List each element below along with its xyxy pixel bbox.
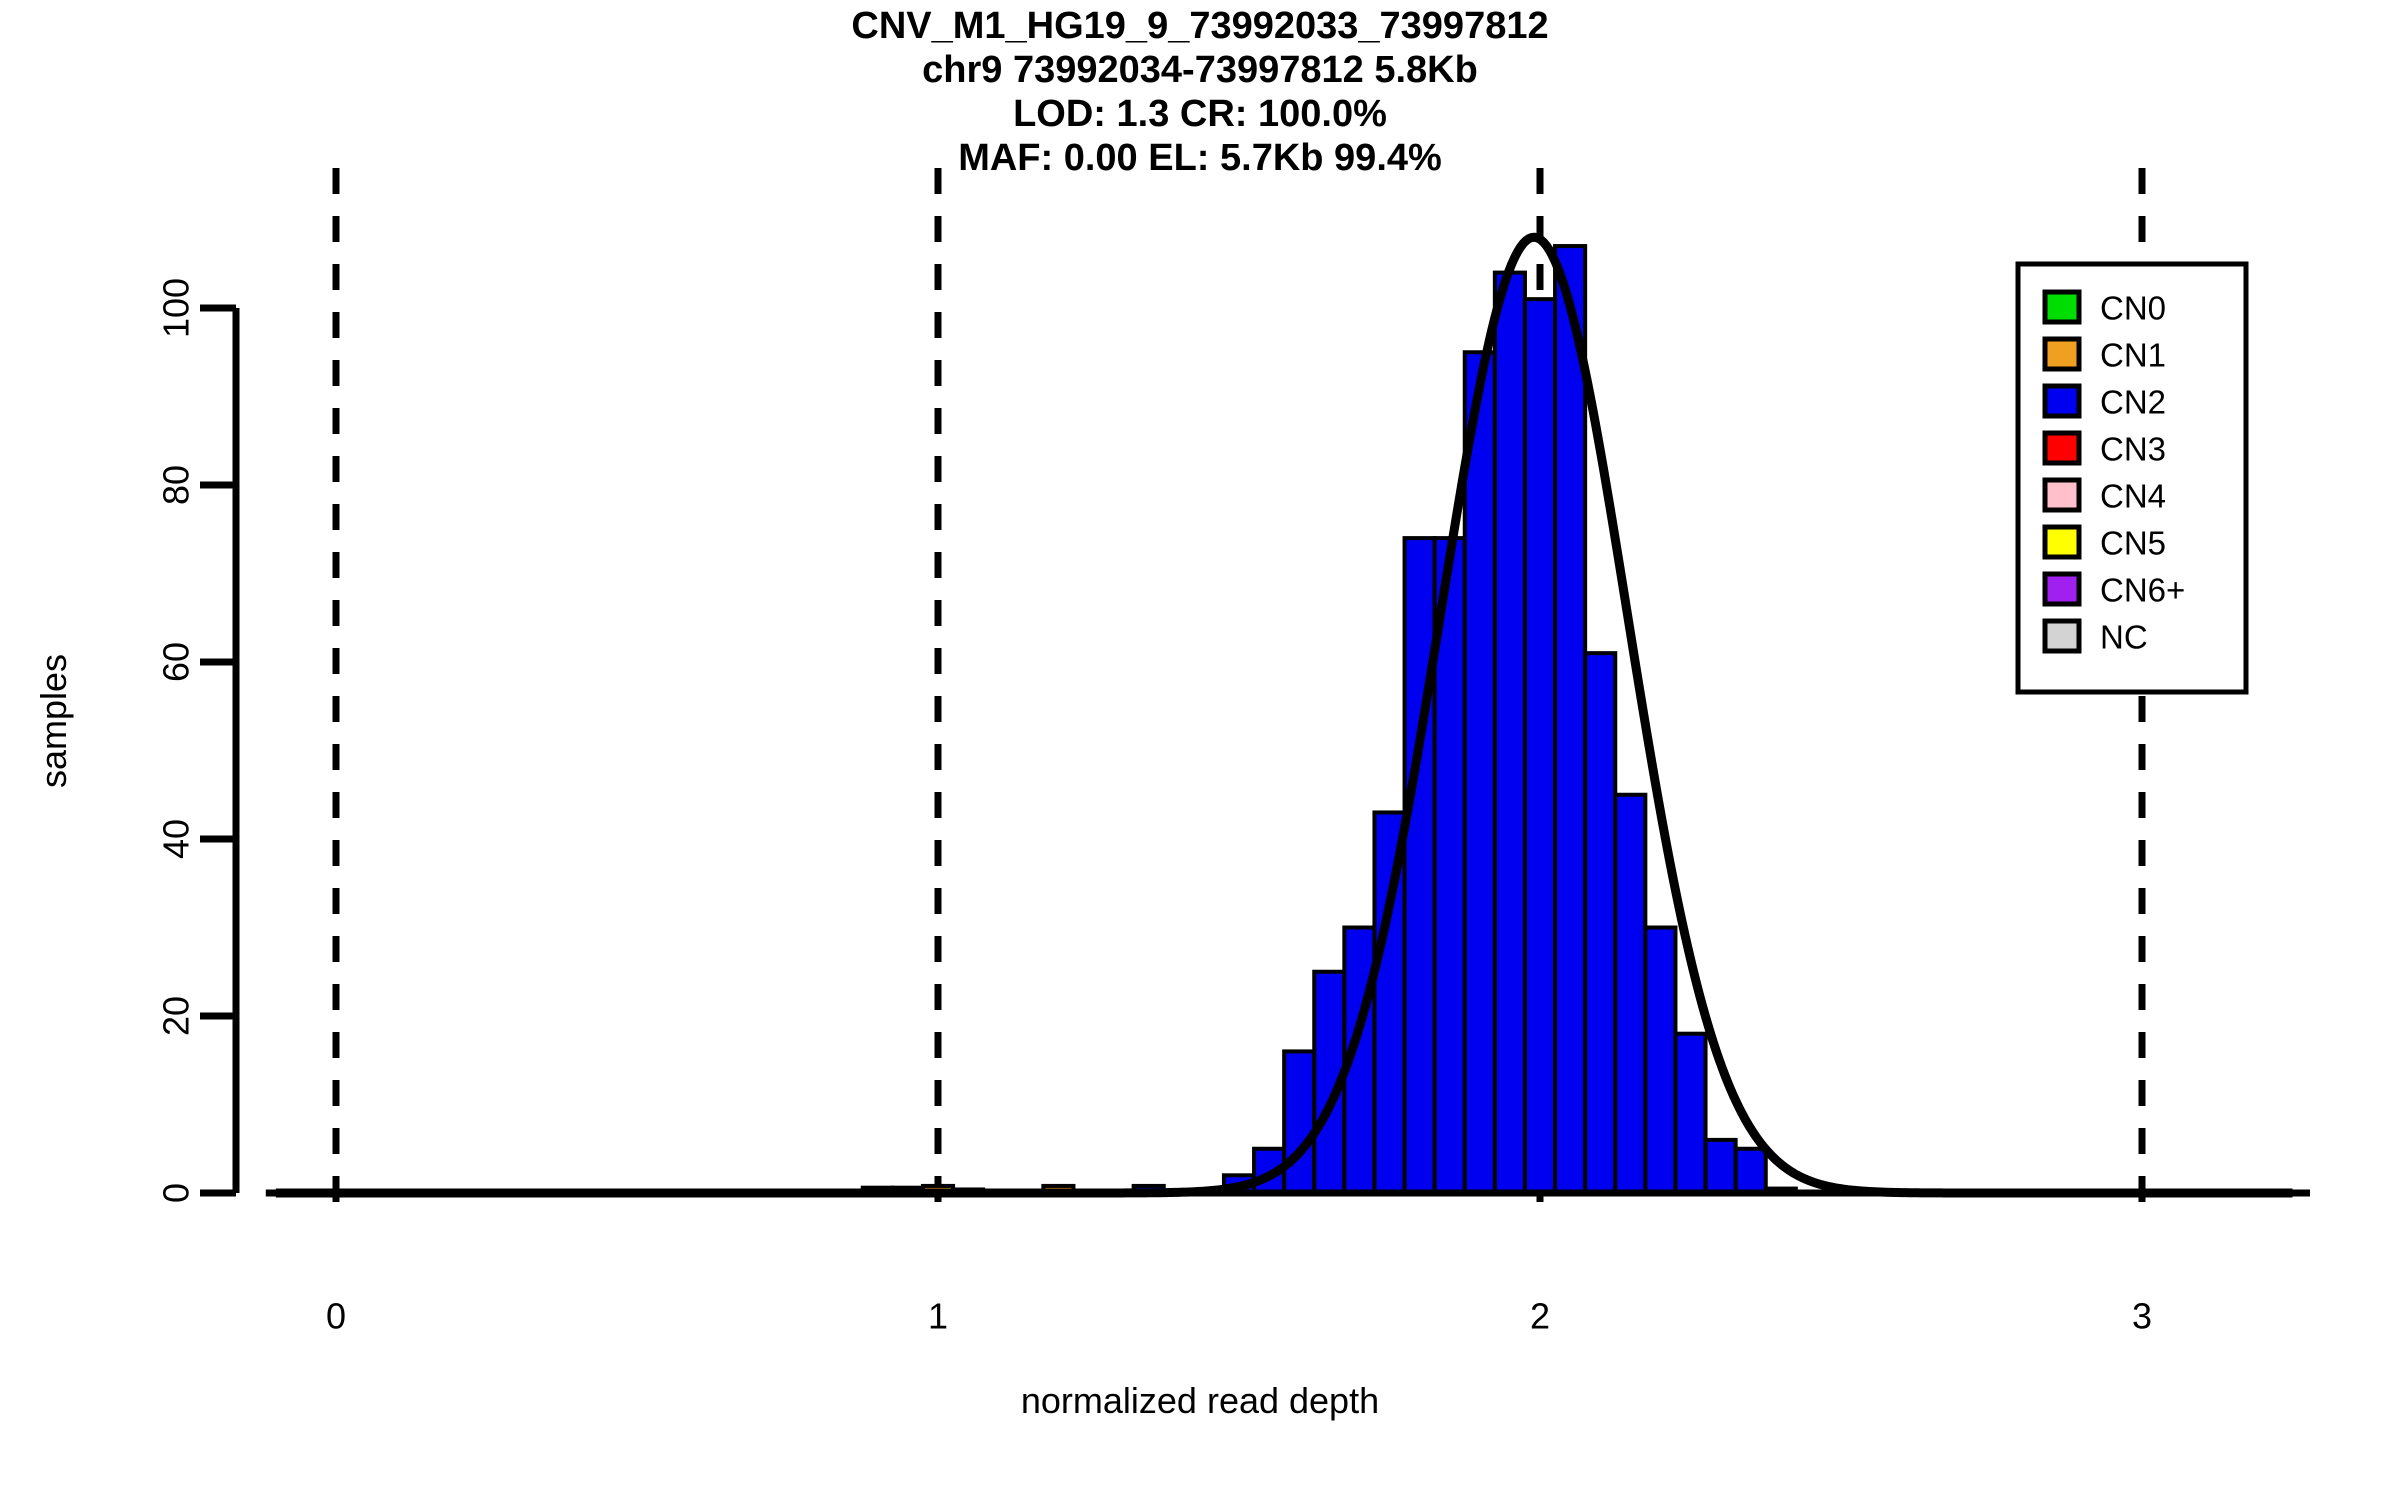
legend-label-nc: NC [2100,619,2148,656]
x-axis-tick-label: 2 [1530,1295,1550,1336]
legend-label-cn6plus: CN6+ [2100,572,2185,609]
legend-swatch-cn0 [2042,289,2082,325]
histogram-bar [1492,270,1527,1196]
histogram-bar [1613,792,1648,1195]
legend-label-cn0: CN0 [2100,290,2166,327]
plot-title: CNV_M1_HG19_9_73992033_73997812 chr9 739… [0,4,2400,180]
title-line-4: MAF: 0.00 EL: 5.7Kb 99.4% [958,137,1442,179]
histogram-bar [1282,1049,1317,1196]
x-axis-label: normalized read depth [1020,1380,1380,1421]
title-line-1: CNV_M1_HG19_9_73992033_73997812 [851,5,1549,47]
legend-swatch-cn6plus [2042,571,2082,607]
legend-swatch-cn4 [2042,477,2082,513]
x-axis-tick-label: 0 [326,1295,346,1336]
legend-swatch-nc [2042,618,2082,654]
legend-label-cn1: CN1 [2100,337,2166,374]
histogram-bar [1402,536,1437,1195]
y-axis-tick-label: 40 [156,819,197,859]
legend-swatch-cn1 [2042,336,2082,372]
legend-swatch-cn5 [2042,524,2082,560]
histogram-bar [1733,1146,1768,1195]
histogram-bar [1703,1137,1738,1196]
legend-label-cn2: CN2 [2100,384,2166,421]
legend-label-cn5: CN5 [2100,525,2166,562]
histogram-bar [1643,925,1678,1195]
x-axis-tick-label: 3 [2132,1295,2152,1336]
y-axis-tick-label: 0 [156,1183,197,1203]
histogram-bar [1583,651,1618,1195]
y-axis-tick-label: 80 [156,465,197,505]
title-line-3: LOD: 1.3 CR: 100.0% [1013,93,1387,135]
y-axis-tick-label: 60 [156,642,197,682]
y-axis-tick-label: 20 [156,996,197,1036]
legend-label-cn3: CN3 [2100,431,2166,468]
histogram-bar [1553,244,1588,1196]
legend-swatch-cn2 [2042,383,2082,419]
legend-label-cn4: CN4 [2100,478,2166,515]
histogram-bar [1522,297,1558,1195]
title-line-2: chr9 73992034-73997812 5.8Kb [922,49,1478,91]
histogram-bar [1673,1031,1708,1195]
x-axis-tick-label: 1 [928,1295,948,1336]
y-axis-tick-label: 100 [156,278,197,338]
histogram-bar [1462,350,1497,1195]
legend-swatch-cn3 [2042,430,2082,466]
